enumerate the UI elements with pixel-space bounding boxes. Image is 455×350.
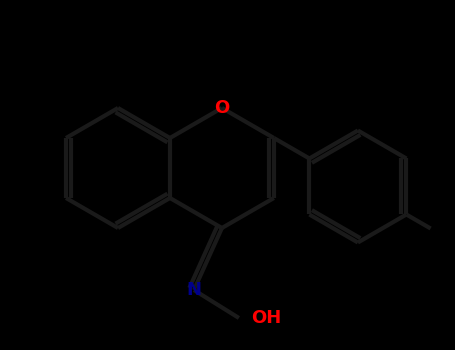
- Text: N: N: [187, 281, 202, 299]
- Text: OH: OH: [251, 309, 281, 327]
- Text: O: O: [214, 99, 230, 117]
